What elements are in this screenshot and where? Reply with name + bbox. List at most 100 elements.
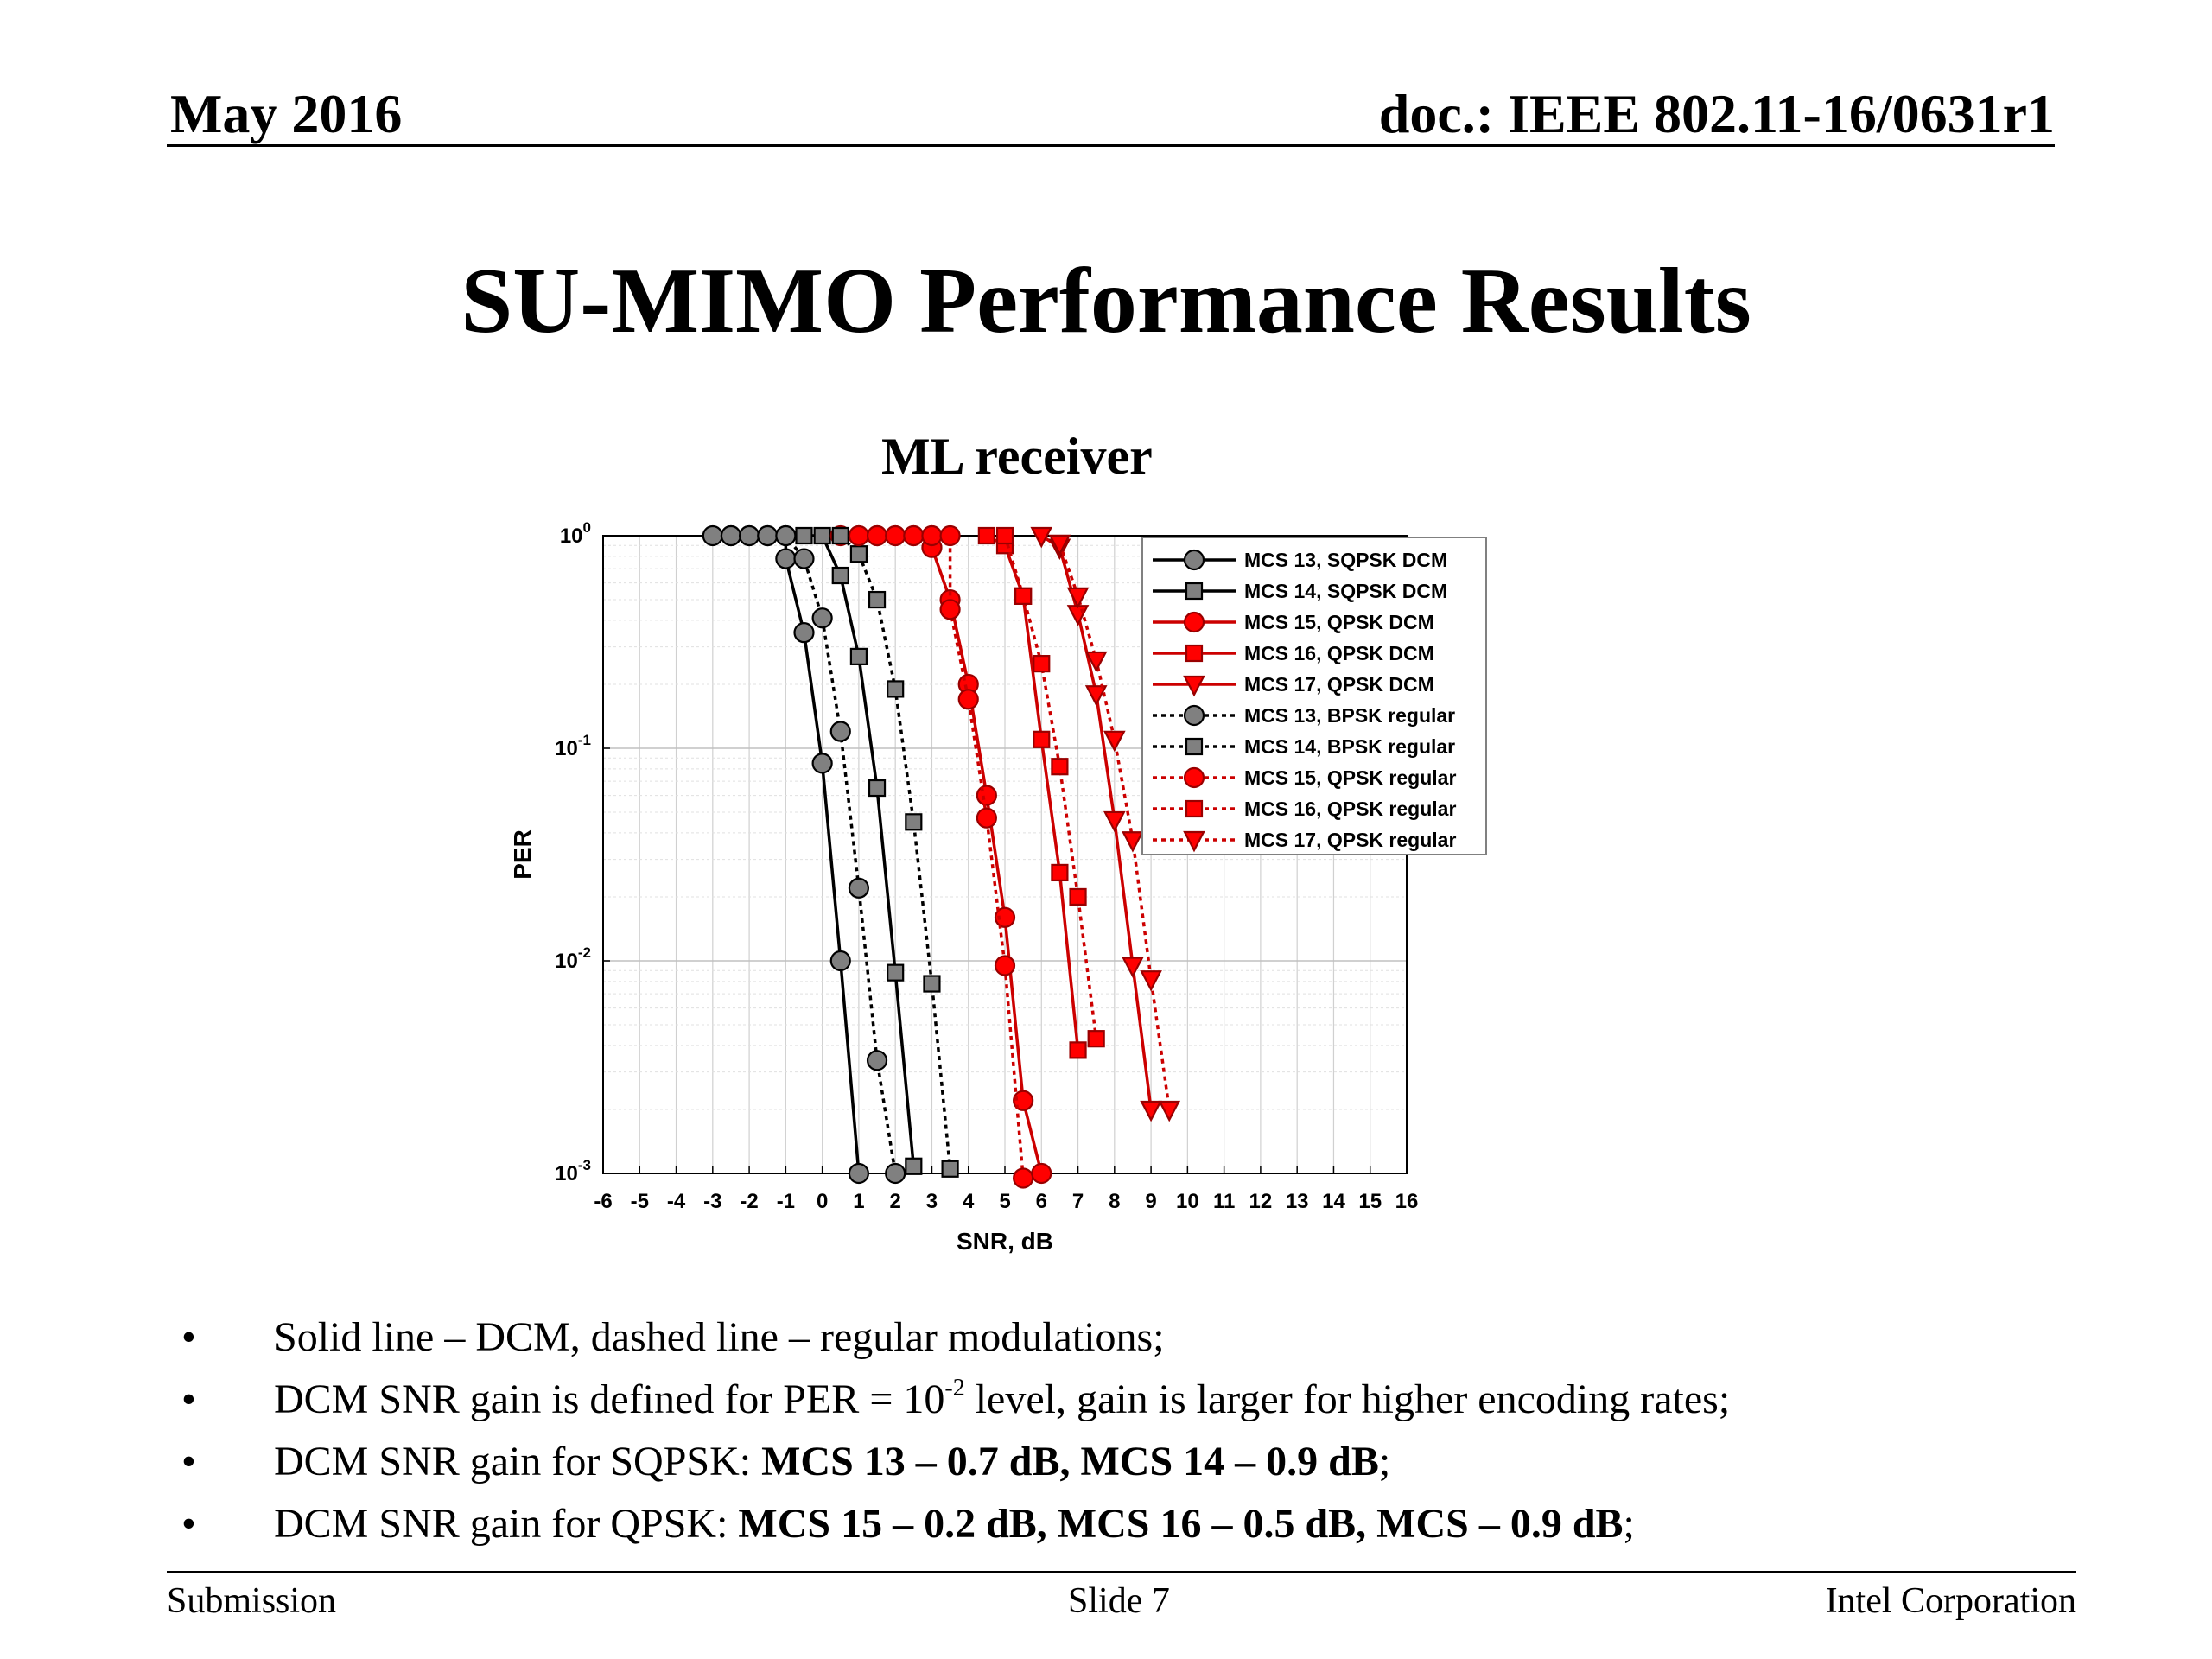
per-vs-snr-chart: -6 -5 -4 -3 -2 -1 0 1 2 3 4 5 6 7 8 9 10 11 12 13 14 15 161001… [509, 519, 1487, 1255]
bullet-text: Solid line – DCM, dashed line – regular … [274, 1314, 1165, 1360]
data-point [957, 689, 979, 710]
data-point [1033, 655, 1051, 673]
y-tick-base: 10 [555, 737, 578, 760]
y-tick-exponent: -1 [578, 732, 591, 748]
x-tick-label: 11 [1213, 1190, 1235, 1213]
data-point [977, 526, 995, 545]
data-point [849, 545, 868, 563]
data-point [1084, 651, 1108, 673]
data-point [1103, 730, 1126, 753]
x-tick-label: 16 [1395, 1190, 1419, 1213]
bullet-dot: • [181, 1376, 196, 1422]
x-tick-label: -3 [703, 1190, 721, 1213]
data-point [1103, 810, 1126, 833]
bullet-dot: • [181, 1501, 196, 1547]
bullet-dot: • [181, 1439, 196, 1484]
data-point [702, 524, 723, 547]
series-line [858, 534, 1025, 1179]
data-point [831, 526, 849, 545]
legend-label: MCS 16, QPSK regular [1244, 798, 1456, 820]
legend-marker [1183, 611, 1205, 633]
x-tick-label: 14 [1322, 1190, 1345, 1213]
x-tick-label: 5 [999, 1190, 1010, 1213]
y-tick-exponent: 0 [583, 519, 591, 536]
data-point [1066, 587, 1090, 609]
data-point [1140, 1100, 1162, 1122]
series-mcs-14-bpsk-regular [831, 526, 959, 1178]
data-point [866, 524, 888, 547]
x-tick-label: -4 [667, 1190, 686, 1213]
legend-label: MCS 14, BPSK regular [1244, 735, 1455, 758]
x-tick-label: -2 [740, 1190, 758, 1213]
data-point [885, 1162, 906, 1185]
legend: MCS 13, SQPSK DCM MCS 14, SQPSK DCM MCS 15… [1141, 537, 1487, 855]
legend-marker [1183, 704, 1205, 727]
y-tick-base: 10 [555, 1162, 578, 1185]
data-point [720, 524, 742, 547]
legend-marker [1183, 549, 1205, 571]
footer-slide-number: Slide 7 [1068, 1581, 1170, 1621]
bullet-text: level, gain is larger for higher encodin… [964, 1376, 1731, 1422]
legend-marker [1183, 675, 1205, 697]
data-point [921, 524, 943, 547]
data-point [793, 548, 815, 569]
data-point [903, 524, 925, 547]
y-tick-label: 10-3 [555, 1157, 591, 1185]
data-point [811, 753, 833, 774]
series-mcs-17-qpsk-regular [1048, 534, 1181, 1122]
data-point [1084, 685, 1108, 707]
x-axis-label: SNR, dB [957, 1228, 1053, 1255]
data-point [1087, 1030, 1105, 1048]
x-tick-label: 4 [963, 1190, 975, 1213]
bullet-text: ; [1378, 1439, 1391, 1484]
data-point [939, 524, 961, 547]
legend-label: MCS 17, QPSK regular [1244, 829, 1456, 851]
data-point [976, 807, 997, 829]
x-tick-label: 15 [1358, 1190, 1382, 1213]
series-mcs-16-qpsk-regular [995, 526, 1105, 1048]
legend-label: MCS 15, QPSK regular [1244, 766, 1456, 789]
x-tick-label: 0 [817, 1190, 828, 1213]
legend-label: MCS 16, QPSK DCM [1244, 642, 1434, 664]
data-point [868, 779, 887, 798]
header-date: May 2016 [170, 83, 403, 144]
legend-marker [1185, 799, 1204, 818]
data-point [848, 524, 870, 547]
data-point [848, 1162, 870, 1185]
bullet-bold-text: MCS 15 – 0.2 dB, MCS 16 – 0.5 dB, MCS – … [738, 1501, 1624, 1547]
data-point [1051, 863, 1069, 882]
data-point [849, 647, 868, 665]
data-point [868, 590, 887, 609]
series-mcs-15-qpsk-regular [848, 524, 1034, 1189]
data-point [939, 599, 961, 620]
data-point [905, 1157, 923, 1175]
bullet-text: DCM SNR gain for QPSK: [274, 1501, 739, 1547]
x-tick-label: 10 [1176, 1190, 1199, 1213]
legend-label: MCS 13, BPSK regular [1244, 704, 1455, 727]
data-point [830, 950, 851, 972]
y-tick-base: 10 [560, 524, 583, 548]
data-point [1014, 587, 1033, 605]
legend-marker [1185, 582, 1204, 601]
legend-label: MCS 15, QPSK DCM [1244, 611, 1434, 633]
x-tick-label: 2 [890, 1190, 901, 1213]
data-point [795, 526, 813, 545]
bullet-exponent: -2 [944, 1375, 965, 1402]
data-point [1030, 526, 1053, 549]
y-tick-exponent: -2 [578, 944, 591, 961]
data-point [885, 524, 906, 547]
x-tick-label: 6 [1036, 1190, 1047, 1213]
y-tick-label: 10-2 [555, 944, 591, 973]
y-axis-label: PER [509, 830, 536, 880]
x-tick-label: 3 [926, 1190, 938, 1213]
chart-heading: ML receiver [881, 428, 1153, 485]
slide-title: SU-MIMO Performance Results [461, 250, 1751, 353]
data-point [831, 566, 849, 585]
data-point [941, 1160, 959, 1178]
footer-divider [167, 1571, 2076, 1573]
data-point [994, 955, 1016, 976]
footer-company: Intel Corporation [1825, 1581, 2076, 1621]
data-point [1122, 957, 1144, 978]
data-point [866, 1050, 888, 1071]
bullet-item: • DCM SNR gain for SQPSK: MCS 13 – 0.7 d… [181, 1431, 2126, 1493]
